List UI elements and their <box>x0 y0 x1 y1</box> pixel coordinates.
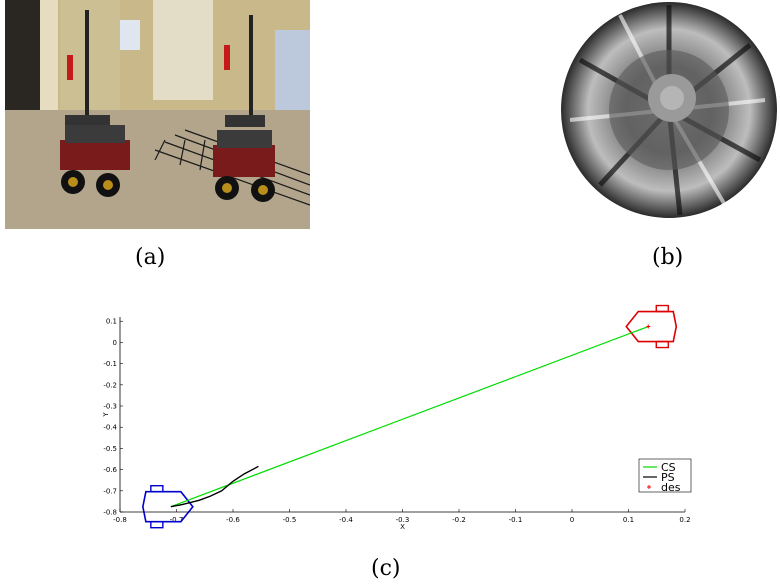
series-line-CS <box>170 325 649 508</box>
x-tick-label: -0.4 <box>339 516 353 524</box>
y-tick-label: -0.1 <box>103 360 117 368</box>
caption-b: (b) <box>652 245 684 270</box>
x-tick-label: 0.1 <box>623 516 634 524</box>
series-point-des <box>646 324 651 329</box>
legend-label: PS <box>661 471 675 484</box>
x-axis-label: X <box>400 523 405 531</box>
legend-label: CS <box>661 461 676 474</box>
legend-marker <box>647 485 651 489</box>
x-tick-label: -0.5 <box>283 516 297 524</box>
y-tick-label: 0.1 <box>106 318 117 326</box>
x-tick-label: -0.8 <box>113 516 127 524</box>
y-tick-label: -0.6 <box>103 466 117 474</box>
x-tick-label: -0.2 <box>452 516 466 524</box>
x-tick-label: -0.7 <box>170 516 184 524</box>
y-tick-label: -0.3 <box>103 403 117 411</box>
y-tick-label: -0.8 <box>103 509 117 517</box>
y-tick-label: 0 <box>113 339 117 347</box>
x-tick-label: 0.2 <box>679 516 690 524</box>
series-line-PS <box>170 465 259 508</box>
y-tick-label: -0.7 <box>103 487 117 495</box>
robot-outline <box>142 485 194 529</box>
caption-a: (a) <box>135 245 166 270</box>
x-tick-label: 0 <box>570 516 574 524</box>
x-tick-label: -0.1 <box>509 516 523 524</box>
legend-label: des <box>661 481 681 494</box>
x-tick-label: -0.3 <box>396 516 410 524</box>
robot-outline <box>625 304 678 349</box>
y-axis-label: Y <box>102 412 110 418</box>
y-tick-label: -0.4 <box>103 424 117 432</box>
y-tick-label: -0.2 <box>103 381 117 389</box>
omnidirectional-image <box>560 0 778 225</box>
x-tick-label: -0.6 <box>226 516 240 524</box>
trajectory-chart: -0.8 -0.7 -0.6 -0.5 -0.4 -0.3 -0.2 -0.1 0 0.1 0.2 0… <box>100 300 700 545</box>
y-tick-label: -0.5 <box>103 445 117 453</box>
caption-c: (c) <box>371 556 401 581</box>
robots-photo <box>5 0 311 229</box>
